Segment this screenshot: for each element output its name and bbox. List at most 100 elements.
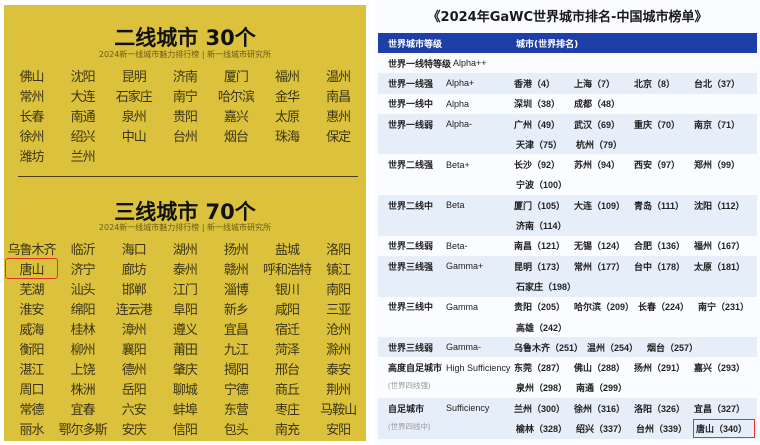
city-cell: 金华 xyxy=(275,89,300,105)
city-rank: 济南（114） xyxy=(516,221,567,232)
table-row: 世界一线特等级 Alpha++ xyxy=(378,53,757,73)
city-cell: 荆州 xyxy=(326,382,351,398)
city-cell: 昆明 xyxy=(121,69,147,85)
city-cell: 聊城 xyxy=(172,382,198,398)
city-rank: 乌鲁木齐（251） xyxy=(514,342,584,353)
grid-row: 唐山 济宁 廊坊 泰州 赣州 呼和浩特 镇江 xyxy=(4,257,364,279)
city-cell: 嘉兴 xyxy=(223,109,249,125)
city-cell: 安阳 xyxy=(326,422,351,438)
city-rank: 兰州（300） xyxy=(514,403,566,414)
city-cell: 绍兴 xyxy=(70,129,96,145)
grid-row: 常州 大连 石家庄 南宁 哈尔滨 金华 南昌 xyxy=(6,85,364,105)
city-cell: 商丘 xyxy=(275,382,300,398)
city-cell: 中山 xyxy=(121,129,147,145)
tier3-title: 三线城市 70个 xyxy=(114,200,256,224)
grid-row: 衡阳 柳州 襄阳 莆田 九江 菏泽 滁州 xyxy=(6,338,364,358)
city-cell: 佛山 xyxy=(19,69,45,85)
city-cell: 泰安 xyxy=(326,362,351,378)
divider xyxy=(18,176,358,177)
table-row: 天津（75） 杭州（79） xyxy=(378,134,757,154)
city-rank: 西安（97） xyxy=(634,160,681,171)
city-cell: 南充 xyxy=(275,422,300,438)
tier-group: 自足城市 Sufficiency (世界四线中) 兰州（300） 徐州（316） 洛阳（3… xyxy=(378,398,757,439)
tier-code: Sufficiency xyxy=(446,403,490,414)
city-cell: 洛阳 xyxy=(326,242,351,258)
city-rank: 贵阳（205） xyxy=(514,302,566,313)
city-rank: 大连（109） xyxy=(574,200,626,211)
city-cell: 济宁 xyxy=(70,262,96,278)
city-cell: 新乡 xyxy=(223,302,249,318)
city-cell: 沈阳 xyxy=(70,69,96,85)
city-rank: 无锡（124） xyxy=(574,241,626,252)
city-cell: 东营 xyxy=(223,402,249,418)
city-cell: 常州 xyxy=(19,89,45,105)
city-cell: 沧州 xyxy=(326,322,351,338)
tier-code: Beta xyxy=(446,200,465,211)
city-list: 厦门（105） 大连（109） 青岛（111） 沈阳（112） xyxy=(514,199,750,212)
city-rank: 天津（75） xyxy=(516,139,563,150)
city-cell: 揭阳 xyxy=(223,362,249,378)
table-row: 世界一线中 Alpha 深圳（38） 成都（48） xyxy=(378,94,757,114)
table-row: 泉州（298） 南通（299） xyxy=(378,378,757,398)
tier-code: Gamma xyxy=(446,301,479,312)
city-cell: 温州 xyxy=(326,69,351,85)
city-rank: 石家庄（198） xyxy=(516,281,577,292)
tier-group: 世界三线中 Gamma 贵阳（205） 哈尔滨（209） 长春（224） 南宁（231） 高… xyxy=(378,297,757,338)
city-rank: 成都（48） xyxy=(574,99,621,110)
city-cell: 乌鲁木齐 xyxy=(7,242,57,258)
tier-level: 世界一线强 xyxy=(388,78,434,89)
city-cell: 淄博 xyxy=(223,282,249,298)
city-rank: 长春（224） xyxy=(638,302,690,313)
tier-level: 世界三线弱 xyxy=(388,342,434,353)
city-list: 榆林（328） 绍兴（337） 台州（339） 唐山（340） xyxy=(516,418,755,438)
city-cell: 泰州 xyxy=(172,262,198,278)
city-rank: 常州（177） xyxy=(574,261,626,272)
city-rank: 东莞（287） xyxy=(514,363,566,374)
city-cell: 襄阳 xyxy=(121,342,147,358)
city-list: 兰州（300） 徐州（316） 洛阳（326） 宜昌（327） xyxy=(514,402,750,415)
city-cell: 绵阳 xyxy=(70,302,96,318)
tier-level: 世界三线中 xyxy=(388,302,434,313)
city-cell: 唐山 xyxy=(4,257,59,279)
city-cell: 六安 xyxy=(121,402,147,418)
tier-group: 世界一线强 Alpha+ 香港（4） 上海（7） 北京（8） 台北（37） xyxy=(378,73,757,94)
city-rank: 嘉兴（293） xyxy=(694,363,746,374)
city-rank: 南京（71） xyxy=(694,119,741,130)
tier-code: Alpha- xyxy=(446,119,473,130)
tier-level: 世界三线强 xyxy=(388,261,434,272)
city-cell: 贵阳 xyxy=(172,109,198,125)
city-rank: 青岛（111） xyxy=(634,200,685,211)
city-cell: 芜湖 xyxy=(19,282,45,298)
city-rank: 长沙（92） xyxy=(514,160,561,171)
table-row: 高雄（242） xyxy=(378,317,757,337)
city-rank: 广州（49） xyxy=(514,119,561,130)
city-cell: 烟台 xyxy=(223,129,249,145)
tier-code: Alpha+ xyxy=(446,78,475,89)
city-cell: 南宁 xyxy=(172,89,198,105)
city-rank: 泉州（298） xyxy=(516,383,568,394)
tier-group: 世界二线强 Beta+ 长沙（92） 苏州（94） 西安（97） 郑州（99） 宁波（100… xyxy=(378,154,757,195)
table-row: 世界二线弱 Beta- 南昌（121） 无锡（124） 合肥（136） 福州（167） xyxy=(378,236,757,256)
tier-level: 自足城市 xyxy=(388,403,425,414)
gawc-title: 《2024年GaWC世界城市排名-中国城市榜单》 xyxy=(427,10,708,25)
city-cell: 泉州 xyxy=(121,109,147,125)
tier2-city-grid: 佛山 沈阳 昆明 济南 厦门 福州 温州 常州 大连 石家庄 南宁 哈尔滨 金华 南昌 长春 南通 泉州 贵阳 嘉兴… xyxy=(6,65,364,165)
city-list: 广州（49） 武汉（69） 重庆（70） 南京（71） xyxy=(514,118,750,131)
city-cell: 鄂尔多斯 xyxy=(58,422,108,438)
tier2-title: 二线城市 30个 xyxy=(114,26,256,50)
city-cell: 宁德 xyxy=(223,382,249,398)
city-list: 济南（114） xyxy=(516,219,572,232)
city-rank: 福州（167） xyxy=(694,241,746,252)
city-rank: 南通（299） xyxy=(576,383,628,394)
tier-code: Alpha++ xyxy=(453,58,487,69)
city-rank: 佛山（288） xyxy=(574,363,626,374)
city-cell: 厦门 xyxy=(223,69,249,85)
tier3-subtitle: 2024新一线城市魅力排行榜 | 新一线城市研究所 xyxy=(98,223,272,232)
city-cell: 常德 xyxy=(19,402,45,418)
table-row: 自足城市 Sufficiency (世界四线中) 兰州（300） 徐州（316） 洛阳（3… xyxy=(378,398,757,431)
grid-row: 芜湖 汕头 邯郸 江门 淄博 银川 南阳 xyxy=(6,278,364,298)
table-row: 世界三线中 Gamma 贵阳（205） 哈尔滨（209） 长春（224） 南宁（231） xyxy=(378,297,757,317)
city-rank: 唐山（340） xyxy=(693,418,755,438)
city-rank: 重庆（70） xyxy=(634,119,681,130)
header-cities: 城市(世界排名) xyxy=(516,40,579,50)
